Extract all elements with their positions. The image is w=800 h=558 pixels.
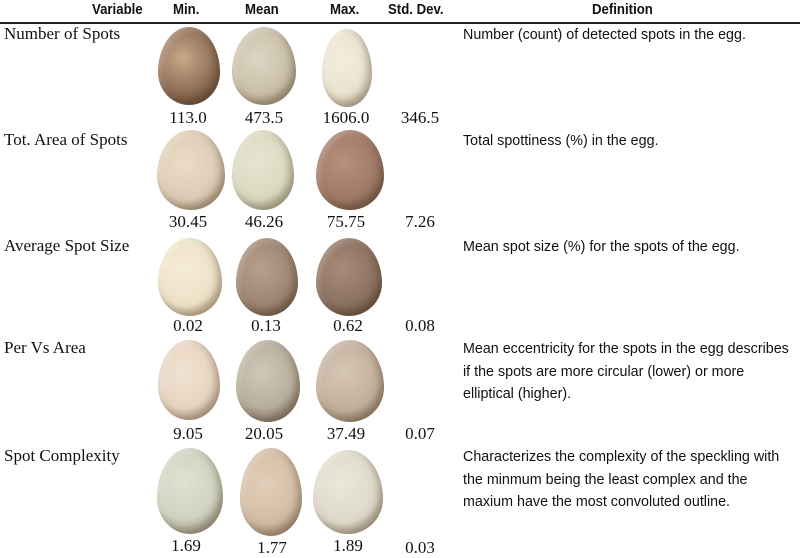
value-min: 30.45	[168, 212, 208, 231]
variable-name: Number of Spots	[4, 24, 121, 43]
value-max: 37.49	[326, 424, 366, 443]
table-header: Variable Min. Mean Max. Std. Dev. Defini…	[0, 0, 800, 24]
egg-image-min	[158, 340, 220, 420]
egg-image-mean	[236, 238, 298, 316]
header-variable: Variable	[92, 1, 143, 18]
value-std-dev: 0.07	[405, 424, 435, 443]
definition-text: Number (count) of detected spots in the …	[463, 27, 746, 43]
egg-image-max	[313, 450, 383, 534]
egg-image-min	[158, 238, 222, 316]
value-std-dev: 7.26	[405, 212, 435, 231]
value-max: 1606.0	[322, 108, 370, 127]
egg-image-max	[316, 340, 384, 422]
egg-image-max	[322, 29, 372, 107]
table-row: Per Vs Area 9.05 20.05 37.49 0.07 Mean e…	[0, 338, 800, 443]
header-min: Min.	[173, 1, 200, 18]
egg-image-mean	[232, 130, 294, 210]
value-min: 113.0	[169, 108, 207, 127]
table-row: Spot Complexity 1.69 1.77 1.89 0.03 Char…	[0, 446, 800, 557]
variable-name: Tot. Area of Spots	[4, 130, 128, 149]
header-std-dev: Std. Dev.	[388, 1, 444, 18]
definition-text: Characterizes the complexity of the spec…	[463, 449, 780, 511]
egg-image-max	[316, 130, 384, 210]
value-max: 0.62	[333, 316, 363, 335]
egg-image-min	[158, 27, 220, 105]
variable-name: Average Spot Size	[4, 236, 130, 255]
egg-image-mean	[236, 340, 300, 422]
header-definition: Definition	[592, 1, 653, 18]
value-max: 75.75	[326, 212, 366, 231]
value-min: 0.02	[173, 316, 203, 335]
value-min: 9.05	[173, 424, 203, 443]
value-mean: 20.05	[244, 424, 284, 443]
definition-text: Total spottiness (%) in the egg.	[463, 133, 659, 149]
egg-image-mean	[240, 448, 302, 536]
header-max: Max.	[330, 1, 360, 18]
table-row: Number of Spots 113.0 473.5 1606.0 346.5…	[0, 24, 800, 128]
egg-image-max	[316, 238, 382, 316]
egg-image-min	[157, 130, 225, 210]
value-mean: 473.5	[244, 108, 284, 127]
egg-image-mean	[232, 27, 296, 105]
value-std-dev: 0.08	[405, 316, 435, 335]
table-row: Tot. Area of Spots 30.45 46.26 75.75 7.2…	[0, 130, 800, 234]
variable-name: Per Vs Area	[4, 338, 86, 357]
header-mean: Mean	[245, 1, 279, 18]
variable-name: Spot Complexity	[4, 446, 120, 465]
value-mean: 0.13	[251, 316, 281, 335]
table-row: Average Spot Size 0.02 0.13 0.62 0.08 Me…	[0, 236, 800, 336]
value-std-dev: 0.03	[405, 538, 435, 557]
value-std-dev: 346.5	[400, 108, 440, 127]
egg-image-min	[157, 448, 223, 534]
definition-text: Mean eccentricity for the spots in the e…	[463, 341, 789, 403]
value-max: 1.89	[333, 536, 363, 555]
value-mean: 1.77	[257, 538, 287, 557]
definition-text: Mean spot size (%) for the spots of the …	[463, 239, 740, 255]
value-min: 1.69	[171, 536, 201, 555]
value-mean: 46.26	[244, 212, 284, 231]
